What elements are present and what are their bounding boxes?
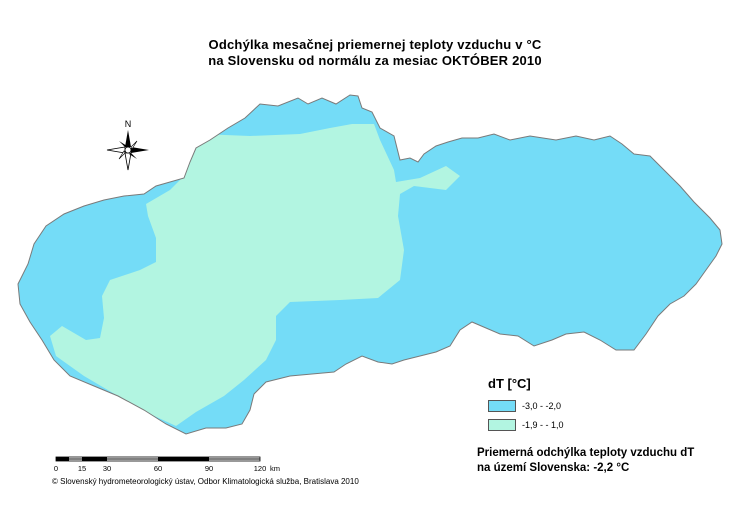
legend-swatch-mild: [488, 419, 516, 431]
legend-item-mild: -1,9 - - 1,0: [488, 419, 564, 431]
scale-tick-30: 30: [103, 464, 111, 473]
zone-mild: [50, 124, 460, 426]
legend-title: dT [°C]: [488, 376, 531, 391]
average-deviation: Priemerná odchýlka teploty vzduchu dT na…: [477, 446, 694, 476]
average-line2-prefix: na území Slovenska:: [477, 462, 591, 474]
scale-tick-0: 0: [54, 464, 58, 473]
map-title-line2: na Slovensku od normálu za mesiac OKTÓBE…: [208, 53, 542, 68]
average-value: -2,2 °C: [593, 462, 630, 474]
legend-swatch-cold: [488, 400, 516, 412]
scale-tick-60: 60: [154, 464, 162, 473]
legend-label-mild: -1,9 - - 1,0: [522, 420, 564, 430]
north-arrow-icon: N: [106, 119, 149, 171]
north-label: N: [125, 119, 132, 129]
scale-tick-15: 15: [78, 464, 86, 473]
scale-tick-120: 120: [254, 464, 267, 473]
scale-unit: km: [270, 464, 280, 473]
legend-label-cold: -3,0 - -2,0: [522, 401, 562, 411]
map-title-line1: Odchýlka mesačnej priemernej teploty vzd…: [208, 37, 542, 52]
average-line1: Priemerná odchýlka teploty vzduchu dT: [477, 447, 695, 459]
scale-tick-90: 90: [205, 464, 213, 473]
legend-item-cold: -3,0 - -2,0: [488, 400, 561, 412]
map-title: Odchýlka mesačnej priemernej teploty vzd…: [160, 37, 590, 69]
scale-bar: 0 15 30 60 90 120 km: [54, 456, 280, 473]
average-line2: na území Slovenska: -2,2 °C: [477, 461, 694, 476]
copyright-notice: © Slovenský hydrometeorologický ústav, O…: [52, 477, 359, 486]
deviation-zones: [18, 95, 722, 434]
